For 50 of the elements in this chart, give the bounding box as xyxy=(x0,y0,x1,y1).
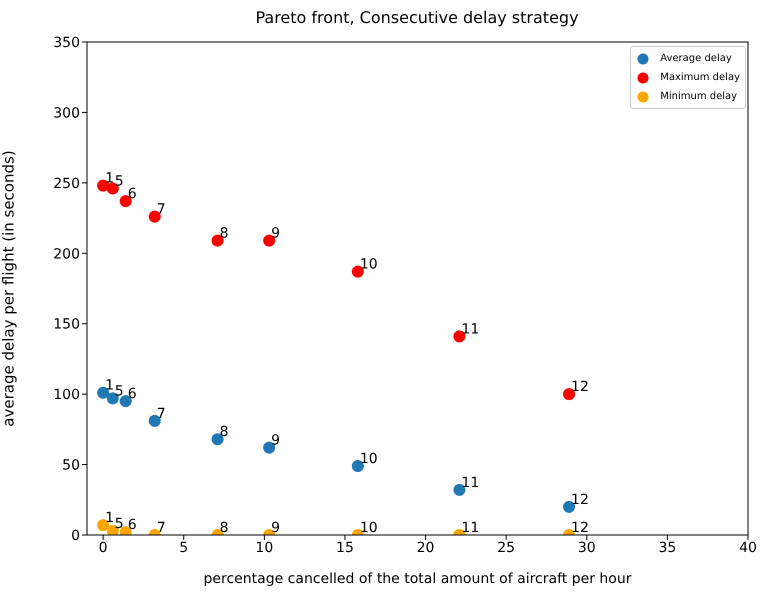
annotation: 11 xyxy=(461,520,480,536)
y-tick-label: 350 xyxy=(53,34,80,51)
chart-title: Pareto front, Consecutive delay strategy xyxy=(254,8,580,27)
legend-label: Maximum delay xyxy=(660,72,740,83)
y-tick-label: 150 xyxy=(53,316,80,333)
annotation: 12 xyxy=(571,520,589,536)
annotation: 5 xyxy=(114,383,124,400)
legend-label: Minimum delay xyxy=(660,91,738,102)
annotation: 7 xyxy=(156,520,166,536)
annotation: 6 xyxy=(128,186,137,202)
y-tick-label: 0 xyxy=(71,528,80,544)
y-tick-label: 300 xyxy=(53,105,80,122)
annotation: 8 xyxy=(220,226,229,242)
x-tick-label: 20 xyxy=(416,540,434,556)
y-tick-label: 100 xyxy=(53,387,80,404)
annotation: 7 xyxy=(156,406,166,422)
annotation: 10 xyxy=(360,520,378,536)
y-axis-title: average delay per flight (in seconds) xyxy=(0,150,18,427)
annotation: 8 xyxy=(220,424,229,440)
x-tick-label: 0 xyxy=(98,540,108,556)
x-axis-title: percentage cancelled of the total amount of aircraft per hour xyxy=(204,571,632,587)
annotation: 10 xyxy=(360,450,378,467)
annotation: 9 xyxy=(271,520,280,536)
annotation: 1 xyxy=(105,170,114,187)
x-tick-label: 40 xyxy=(739,540,757,556)
x-tick-label: 15 xyxy=(336,540,354,556)
annotation: 5 xyxy=(114,173,124,190)
annotation: 5 xyxy=(114,516,124,532)
annotation: 11 xyxy=(461,474,480,491)
x-tick-label: 25 xyxy=(497,540,516,556)
x-tick-label: 10 xyxy=(255,540,274,556)
annotation: 1 xyxy=(105,510,114,526)
legend-label: Average delay xyxy=(660,53,732,64)
annotation: 11 xyxy=(461,321,480,338)
annotation: 7 xyxy=(156,202,166,218)
y-tick-label: 250 xyxy=(53,176,80,192)
annotation: 9 xyxy=(271,432,280,449)
x-tick-label: 30 xyxy=(578,540,596,556)
annotation: 8 xyxy=(220,520,229,536)
annotation: 6 xyxy=(128,517,137,534)
x-tick-label: 5 xyxy=(179,540,188,556)
x-tick-label: 35 xyxy=(658,540,676,556)
annotation: 12 xyxy=(571,492,589,508)
annotation: 12 xyxy=(571,379,589,396)
annotation: 10 xyxy=(360,256,378,273)
annotation: 6 xyxy=(128,386,137,402)
annotation: 9 xyxy=(271,226,280,242)
annotation: 1 xyxy=(105,378,114,394)
y-tick-label: 50 xyxy=(62,458,80,474)
y-tick-label: 200 xyxy=(53,246,80,262)
